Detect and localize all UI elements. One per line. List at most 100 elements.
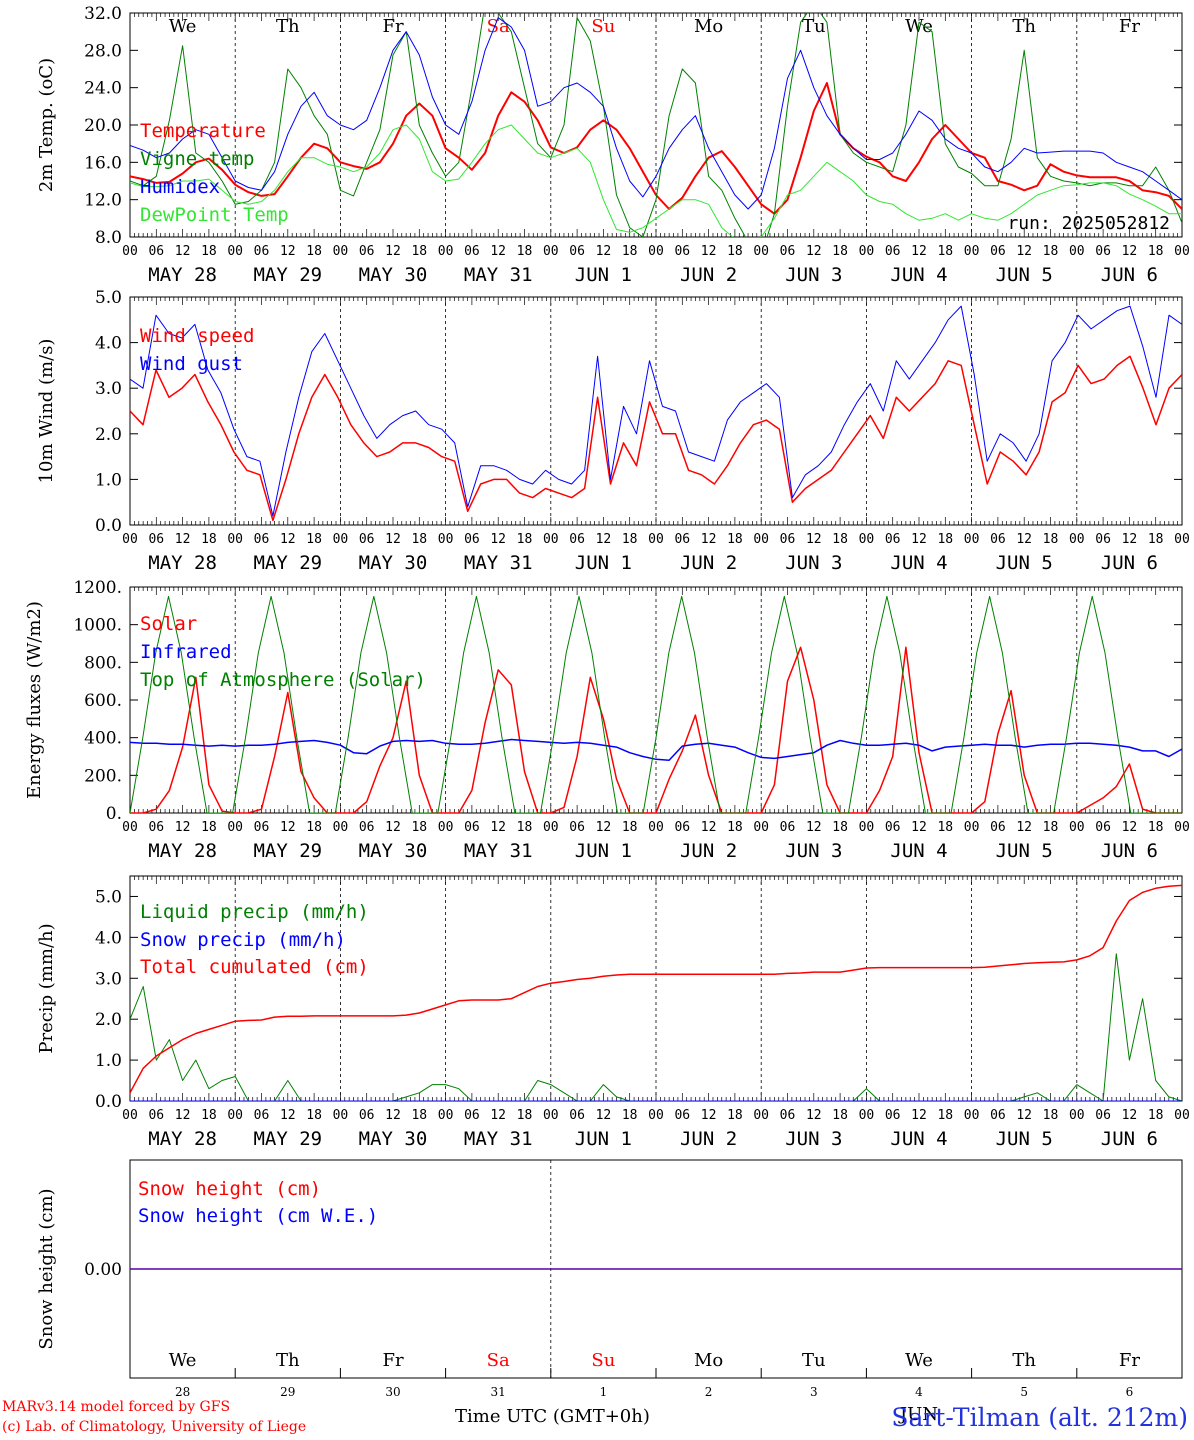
chart-panel-1: 8.0 12.0 16.0 20.0 24.0 28.0 32.0 00 06 12 18 00 06 1…	[36, 4, 1190, 286]
hour-tick-label: 00	[543, 244, 559, 259]
hour-tick-label: 06	[359, 532, 375, 547]
hour-tick-label: 06	[254, 820, 270, 835]
hour-tick-label: 00	[1174, 1108, 1190, 1123]
hour-tick-label: 00	[753, 532, 769, 547]
station-name: Sart-Tilman (alt. 212m)	[891, 1403, 1188, 1432]
date-label: MAY 31	[464, 552, 533, 574]
hour-tick-label: 18	[937, 1108, 953, 1123]
hour-tick-label: 18	[517, 244, 533, 259]
date-label: JUN 4	[890, 840, 947, 862]
hour-tick-label: 18	[517, 532, 533, 547]
weekday-label: We	[905, 16, 933, 37]
hour-tick-label: 12	[911, 820, 927, 835]
hour-tick-label: 12	[701, 244, 717, 259]
hour-tick-label: 06	[464, 1108, 480, 1123]
footer-credit-1: MARv3.14 model forced by GFS	[2, 1399, 231, 1415]
hour-tick-label: 00	[753, 820, 769, 835]
hour-tick-label: 06	[674, 820, 690, 835]
date-label: JUN 4	[890, 552, 947, 574]
hour-tick-label: 06	[569, 244, 585, 259]
hour-tick-label: 12	[385, 244, 401, 259]
hour-tick-label: 18	[1148, 244, 1164, 259]
weekday-label: Mo	[694, 1350, 723, 1371]
weekday-label: We	[169, 16, 197, 37]
hour-tick-label: 12	[1122, 532, 1138, 547]
hour-tick-label: 18	[201, 532, 217, 547]
series-line-vigne-temp	[130, 13, 1182, 237]
hour-tick-label: 00	[122, 532, 138, 547]
weekday-label: Fr	[382, 1350, 403, 1371]
hour-tick-label: 00	[753, 244, 769, 259]
weekday-label: Su	[591, 1350, 615, 1371]
series-line-humidex	[130, 17, 1182, 210]
hour-tick-label: 00	[227, 532, 243, 547]
hour-tick-label: 18	[832, 244, 848, 259]
hour-tick-label: 12	[596, 532, 612, 547]
hour-tick-label: 00	[859, 244, 875, 259]
day-number-label: 31	[491, 1385, 506, 1399]
date-label: MAY 30	[359, 552, 428, 574]
legend-entry: Solar	[140, 613, 197, 635]
hour-tick-label: 06	[885, 1108, 901, 1123]
hour-tick-label: 12	[596, 244, 612, 259]
hour-tick-label: 18	[306, 532, 322, 547]
day-number-label: 3	[810, 1385, 818, 1399]
hour-tick-label: 06	[148, 1108, 164, 1123]
hour-tick-label: 18	[1043, 1108, 1059, 1123]
hour-tick-label: 06	[359, 1108, 375, 1123]
weekday-label: Th	[276, 1350, 300, 1371]
y-tick-label: 400.	[84, 729, 122, 749]
hour-tick-label: 00	[333, 244, 349, 259]
date-label: MAY 28	[148, 1128, 217, 1150]
weekday-label: Th	[1012, 16, 1036, 37]
hour-tick-label: 18	[727, 244, 743, 259]
date-label: JUN 1	[575, 264, 632, 286]
series-line-dewpoint-temp	[130, 124, 1182, 237]
date-label: MAY 28	[148, 840, 217, 862]
weekday-label: Sa	[487, 1350, 510, 1371]
hour-tick-label: 00	[648, 532, 664, 547]
date-label: JUN 3	[785, 552, 842, 574]
hour-tick-label: 18	[306, 820, 322, 835]
date-label: JUN 6	[1101, 840, 1158, 862]
hour-tick-label: 18	[1043, 244, 1059, 259]
legend-entry: Snow height (cm)	[138, 1178, 321, 1200]
hour-tick-label: 00	[1069, 820, 1085, 835]
hour-tick-label: 06	[674, 1108, 690, 1123]
date-label: JUN 3	[785, 840, 842, 862]
hour-tick-label: 18	[411, 1108, 427, 1123]
hour-tick-label: 12	[596, 1108, 612, 1123]
y-tick-label: 1000.	[73, 616, 122, 636]
hour-tick-label: 06	[780, 244, 796, 259]
hour-tick-label: 00	[438, 820, 454, 835]
hour-tick-label: 12	[1016, 244, 1032, 259]
day-number-label: 5	[1020, 1385, 1028, 1399]
date-label: JUN 3	[785, 1128, 842, 1150]
date-label: MAY 29	[253, 840, 322, 862]
y-tick-label: 200.	[84, 766, 122, 786]
chart-panel-3: 0. 200. 400. 600. 800. 1000. 1200. 00 06 12 18 00 06…	[24, 578, 1190, 862]
hour-tick-label: 06	[1095, 244, 1111, 259]
chart-panel-2: 0.0 1.0 2.0 3.0 4.0 5.0 00 06 12 18 00 06 12 18 00 06 12…	[36, 288, 1190, 574]
hour-tick-label: 12	[175, 244, 191, 259]
weekday-label: We	[905, 1350, 933, 1371]
date-label: JUN 5	[996, 552, 1053, 574]
hour-tick-label: 18	[1148, 532, 1164, 547]
y-tick-label: 0.0	[95, 1092, 122, 1112]
day-number-label: 28	[175, 1385, 190, 1399]
weekday-label: Th	[276, 16, 300, 37]
hour-tick-label: 00	[122, 1108, 138, 1123]
hour-tick-label: 06	[464, 820, 480, 835]
y-axis-title: 2m Temp. (oC)	[36, 58, 57, 192]
hour-tick-label: 00	[438, 244, 454, 259]
hour-tick-label: 12	[806, 244, 822, 259]
hour-tick-label: 00	[964, 1108, 980, 1123]
hour-tick-label: 06	[674, 532, 690, 547]
y-tick-label: 8.0	[95, 228, 122, 248]
date-label: MAY 31	[464, 840, 533, 862]
y-tick-label: 4.0	[95, 928, 122, 948]
y-tick-label: 2.0	[95, 425, 122, 445]
hour-tick-label: 18	[411, 244, 427, 259]
hour-tick-label: 06	[780, 532, 796, 547]
weekday-label: Su	[591, 16, 615, 37]
